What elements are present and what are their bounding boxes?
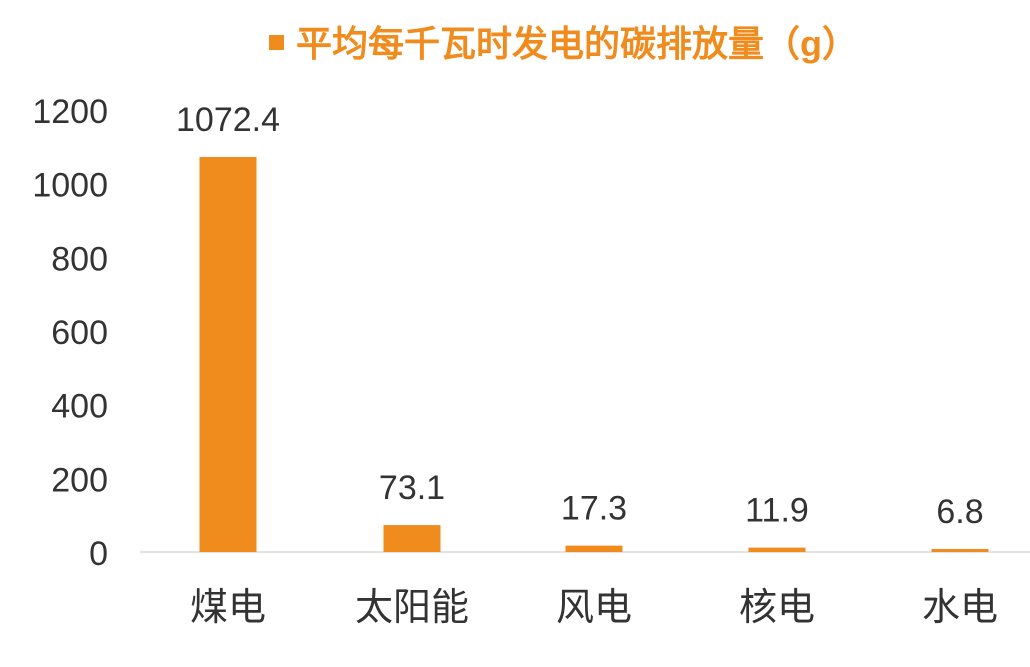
y-axis-tick-labels: 0 200 400 600 800 1000 1200 [32, 93, 108, 573]
data-labels: 1072.4 73.1 17.3 11.9 6.8 [176, 101, 984, 531]
bar [931, 549, 989, 552]
y-tick-label: 600 [51, 314, 108, 352]
bar [748, 547, 806, 552]
legend-label: 平均每千瓦时发电的碳排放量（g） [296, 23, 858, 64]
y-tick-label: 800 [51, 240, 108, 278]
bar-value-label: 1072.4 [176, 101, 280, 139]
y-tick-label: 0 [89, 535, 108, 573]
bar-value-label: 17.3 [561, 490, 627, 528]
y-tick-label: 1000 [32, 167, 108, 205]
y-tick-label: 400 [51, 388, 108, 426]
legend-swatch [269, 35, 284, 50]
bars [199, 156, 989, 552]
legend: 平均每千瓦时发电的碳排放量（g） [269, 23, 858, 64]
bar [199, 156, 257, 552]
bar-value-label: 73.1 [379, 469, 445, 507]
x-tick-label: 核电 [739, 587, 815, 629]
y-tick-label: 1200 [32, 93, 108, 131]
bar-value-label: 6.8 [936, 493, 983, 531]
x-tick-label: 煤电 [190, 587, 266, 629]
x-axis-tick-labels: 煤电 太阳能 风电 核电 水电 [190, 587, 998, 629]
x-tick-label: 风电 [556, 587, 632, 629]
x-tick-label: 太阳能 [355, 587, 469, 629]
bar [383, 525, 441, 552]
bar-value-label: 11.9 [745, 492, 809, 530]
y-tick-label: 200 [51, 461, 108, 499]
x-tick-label: 水电 [922, 587, 998, 629]
bar [565, 545, 623, 552]
